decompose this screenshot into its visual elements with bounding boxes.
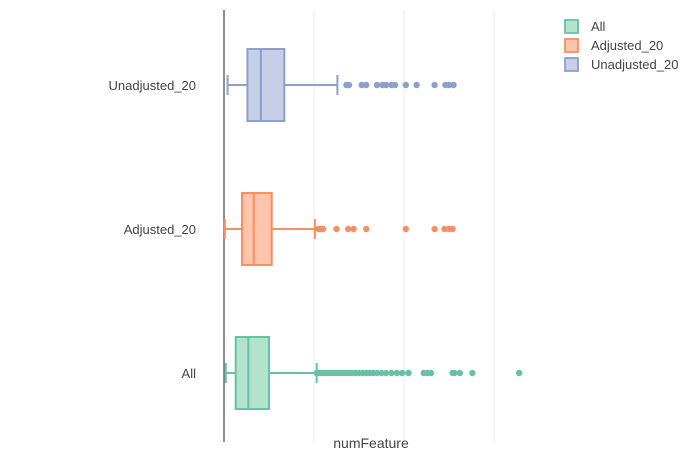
category-labels: All Adjusted_20 Unadjusted_20 bbox=[109, 78, 197, 381]
legend-item-all[interactable]: All bbox=[564, 19, 606, 34]
legend-label: All bbox=[591, 19, 606, 34]
grid-layer bbox=[313, 10, 495, 442]
legend-swatch bbox=[564, 19, 579, 34]
outlier-point bbox=[402, 81, 409, 89]
outlier-point bbox=[441, 225, 448, 233]
legend-item-adjusted-20[interactable]: Adjusted_20 bbox=[564, 38, 663, 53]
box-layer bbox=[223, 48, 523, 410]
legend-label: Unadjusted_20 bbox=[591, 57, 678, 72]
outlier-point bbox=[391, 81, 399, 89]
outlier-point bbox=[449, 225, 456, 233]
outlier-point bbox=[350, 225, 357, 233]
outlier-point bbox=[373, 81, 381, 89]
outlier-point bbox=[333, 225, 340, 233]
outlier-point bbox=[413, 81, 420, 89]
outlier-point bbox=[373, 369, 381, 377]
outlier-point bbox=[378, 369, 385, 377]
x-axis-title: numFeature bbox=[333, 435, 409, 450]
outlier-point bbox=[319, 225, 327, 233]
outlier-point bbox=[431, 81, 438, 89]
outlier-point bbox=[358, 81, 365, 89]
iqr-box bbox=[241, 192, 273, 266]
outlier-point bbox=[382, 369, 390, 377]
outlier-point bbox=[345, 225, 352, 233]
outlier-point bbox=[393, 369, 400, 377]
box-unadjusted-20[interactable] bbox=[226, 48, 457, 122]
outlier-point bbox=[516, 369, 523, 377]
category-label: All bbox=[182, 366, 197, 381]
outlier-point bbox=[431, 225, 438, 233]
box-adjusted-20[interactable] bbox=[223, 192, 456, 266]
outlier-point bbox=[405, 369, 412, 377]
iqr-box bbox=[246, 48, 286, 122]
outlier-point bbox=[388, 369, 395, 377]
outlier-point bbox=[456, 369, 463, 377]
outlier-point bbox=[427, 369, 435, 377]
outlier-point bbox=[451, 369, 458, 377]
outlier-point bbox=[382, 81, 390, 89]
legend-swatch bbox=[564, 38, 579, 53]
outlier-point bbox=[363, 225, 370, 233]
iqr-box bbox=[234, 336, 270, 410]
outlier-point bbox=[399, 369, 406, 377]
outlier-point bbox=[363, 81, 370, 89]
box-all[interactable] bbox=[224, 336, 523, 410]
category-label: Unadjusted_20 bbox=[109, 78, 196, 93]
category-label: Adjusted_20 bbox=[124, 222, 196, 237]
legend-item-unadjusted-20[interactable]: Unadjusted_20 bbox=[564, 57, 678, 72]
outlier-point bbox=[469, 369, 476, 377]
legend[interactable]: All Adjusted_20 Unadjusted_20 bbox=[564, 19, 678, 72]
outlier-point bbox=[345, 81, 353, 89]
legend-label: Adjusted_20 bbox=[591, 38, 663, 53]
outlier-point bbox=[445, 81, 453, 89]
outlier-point bbox=[450, 81, 457, 89]
outlier-point bbox=[402, 225, 409, 233]
legend-swatch bbox=[564, 57, 579, 72]
